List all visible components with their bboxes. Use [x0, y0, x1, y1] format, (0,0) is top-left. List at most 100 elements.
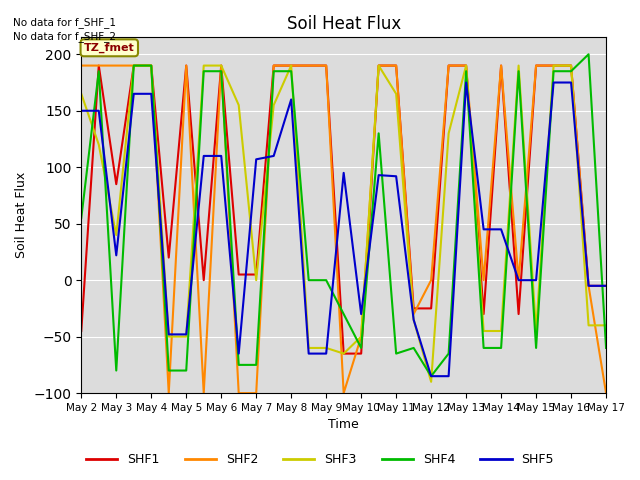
- SHF3: [252, 277, 260, 283]
- SHF3: [323, 345, 330, 351]
- SHF4: [95, 68, 102, 74]
- X-axis label: Time: Time: [328, 419, 359, 432]
- SHF3: [130, 63, 138, 69]
- SHF1: [445, 63, 452, 69]
- SHF2: [113, 63, 120, 69]
- SHF1: [113, 181, 120, 187]
- SHF1: [462, 63, 470, 69]
- SHF4: [113, 368, 120, 373]
- SHF3: [462, 63, 470, 69]
- SHF1: [182, 63, 190, 69]
- SHF1: [567, 63, 575, 69]
- SHF3: [532, 328, 540, 334]
- SHF5: [218, 153, 225, 159]
- SHF4: [147, 63, 155, 69]
- SHF4: [200, 68, 207, 74]
- SHF4: [602, 345, 610, 351]
- SHF2: [340, 390, 348, 396]
- SHF2: [252, 390, 260, 396]
- SHF5: [130, 91, 138, 96]
- SHF4: [567, 68, 575, 74]
- SHF4: [532, 345, 540, 351]
- SHF2: [147, 63, 155, 69]
- SHF2: [218, 63, 225, 69]
- SHF1: [270, 63, 278, 69]
- SHF5: [165, 332, 173, 337]
- SHF2: [200, 390, 207, 396]
- SHF5: [357, 311, 365, 317]
- SHF4: [585, 51, 593, 57]
- SHF3: [497, 328, 505, 334]
- Y-axis label: Soil Heat Flux: Soil Heat Flux: [15, 172, 28, 258]
- SHF5: [200, 153, 207, 159]
- SHF4: [287, 68, 295, 74]
- SHF5: [95, 108, 102, 114]
- SHF5: [550, 80, 557, 85]
- SHF3: [77, 91, 85, 96]
- SHF5: [113, 252, 120, 258]
- SHF1: [515, 311, 522, 317]
- SHF2: [95, 63, 102, 69]
- SHF5: [428, 373, 435, 379]
- SHF3: [287, 63, 295, 69]
- Text: No data for f_SHF_1: No data for f_SHF_1: [13, 17, 116, 28]
- SHF4: [165, 368, 173, 373]
- SHF5: [375, 172, 383, 178]
- SHF1: [340, 351, 348, 357]
- SHF1: [428, 306, 435, 312]
- SHF5: [270, 153, 278, 159]
- SHF4: [218, 68, 225, 74]
- SHF4: [305, 277, 312, 283]
- SHF2: [270, 63, 278, 69]
- SHF3: [550, 63, 557, 69]
- SHF3: [165, 334, 173, 339]
- SHF2: [357, 334, 365, 339]
- SHF4: [410, 345, 417, 351]
- SHF1: [252, 272, 260, 277]
- SHF1: [77, 328, 85, 334]
- SHF5: [252, 156, 260, 162]
- Legend: SHF1, SHF2, SHF3, SHF4, SHF5: SHF1, SHF2, SHF3, SHF4, SHF5: [81, 448, 559, 471]
- SHF3: [602, 323, 610, 328]
- SHF2: [497, 63, 505, 69]
- SHF2: [410, 311, 417, 317]
- SHF2: [480, 277, 488, 283]
- SHF1: [287, 63, 295, 69]
- SHF5: [147, 91, 155, 96]
- SHF4: [252, 362, 260, 368]
- SHF1: [497, 63, 505, 69]
- SHF3: [445, 131, 452, 136]
- SHF2: [235, 390, 243, 396]
- SHF1: [305, 63, 312, 69]
- SHF4: [428, 373, 435, 379]
- SHF4: [480, 345, 488, 351]
- SHF5: [182, 332, 190, 337]
- SHF1: [392, 63, 400, 69]
- SHF5: [462, 80, 470, 85]
- SHF4: [445, 351, 452, 357]
- Line: SHF4: SHF4: [81, 54, 606, 376]
- Text: TZ_fmet: TZ_fmet: [84, 43, 134, 53]
- SHF1: [218, 63, 225, 69]
- SHF4: [497, 345, 505, 351]
- SHF2: [77, 63, 85, 69]
- SHF1: [532, 63, 540, 69]
- SHF5: [585, 283, 593, 288]
- SHF1: [602, 283, 610, 288]
- SHF2: [392, 63, 400, 69]
- SHF1: [200, 277, 207, 283]
- SHF3: [235, 102, 243, 108]
- SHF3: [218, 63, 225, 69]
- SHF2: [445, 63, 452, 69]
- Line: SHF3: SHF3: [81, 66, 606, 382]
- SHF4: [77, 215, 85, 221]
- SHF2: [462, 63, 470, 69]
- SHF2: [602, 390, 610, 396]
- SHF1: [585, 283, 593, 288]
- SHF4: [462, 68, 470, 74]
- SHF2: [323, 63, 330, 69]
- SHF3: [480, 328, 488, 334]
- SHF5: [532, 277, 540, 283]
- SHF5: [235, 351, 243, 357]
- SHF4: [130, 63, 138, 69]
